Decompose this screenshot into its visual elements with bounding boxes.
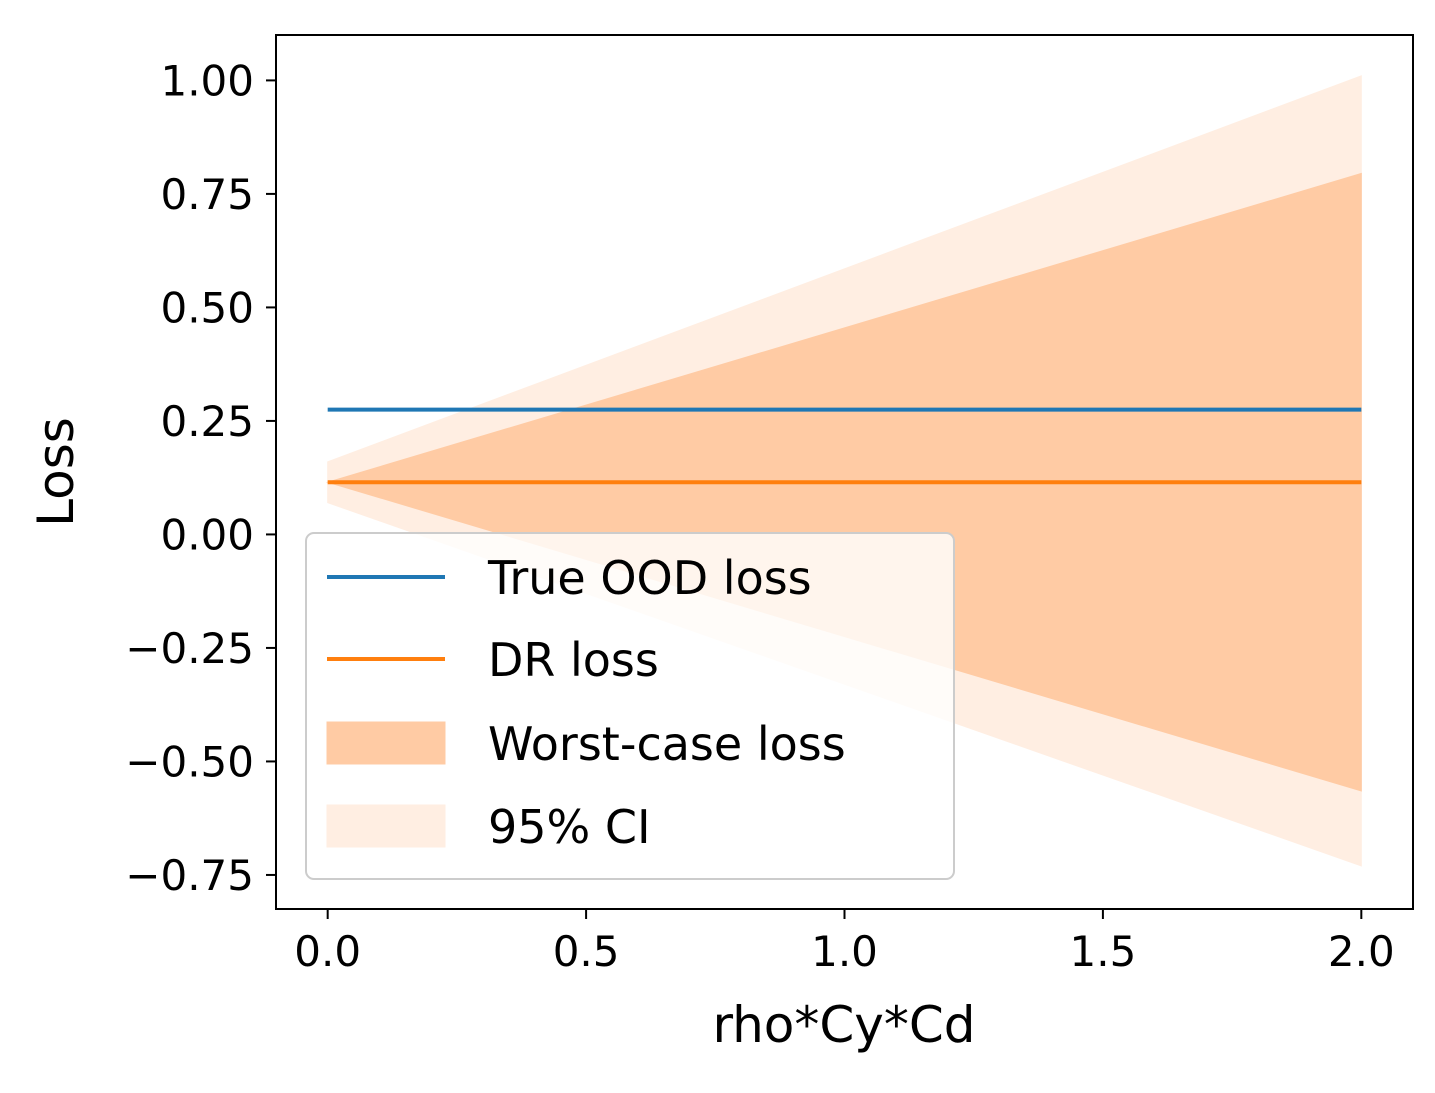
x-tick-label: 2.0 bbox=[1328, 927, 1395, 976]
x-axis-title: rho*Cy*Cd bbox=[712, 996, 975, 1054]
legend-swatch-95-ci bbox=[326, 804, 446, 848]
legend-label-worst-case-loss: Worst-case loss bbox=[488, 717, 846, 771]
legend-frame bbox=[305, 532, 955, 880]
legend-label-dr-loss: DR loss bbox=[488, 633, 659, 687]
y-tick-label: −0.50 bbox=[125, 737, 254, 786]
x-tick-label: 0.0 bbox=[294, 927, 361, 976]
y-tick-label: 1.00 bbox=[160, 56, 254, 105]
y-tick-label: 0.25 bbox=[160, 397, 254, 446]
legend-label-95-ci: 95% CI bbox=[488, 800, 651, 854]
ticks-layer: 0.0 0.5 1.0 1.5 2.0 1.00 0.75 0.50 0.25 0.00 −0.25… bbox=[125, 56, 1394, 976]
legend-swatch-worst-case-loss bbox=[326, 721, 446, 765]
y-tick-label: 0.50 bbox=[160, 283, 254, 332]
y-tick-label: −0.25 bbox=[125, 624, 254, 673]
y-axis-title: Loss bbox=[27, 417, 85, 527]
x-tick-label: 0.5 bbox=[553, 927, 620, 976]
legend-label-true-ood-loss: True OOD loss bbox=[487, 551, 812, 605]
y-tick-label: 0.75 bbox=[160, 170, 254, 219]
legend-entries: True OOD loss DR loss Worst-case loss 95% C… bbox=[326, 551, 846, 854]
lines-layer bbox=[327, 407, 1362, 485]
x-tick-label: 1.5 bbox=[1070, 927, 1137, 976]
y-tick-label: 0.00 bbox=[160, 510, 254, 559]
y-tick-label: −0.75 bbox=[125, 851, 254, 900]
legend: True OOD loss DR loss Worst-case loss 95% C… bbox=[305, 532, 955, 880]
x-tick-label: 1.0 bbox=[811, 927, 878, 976]
